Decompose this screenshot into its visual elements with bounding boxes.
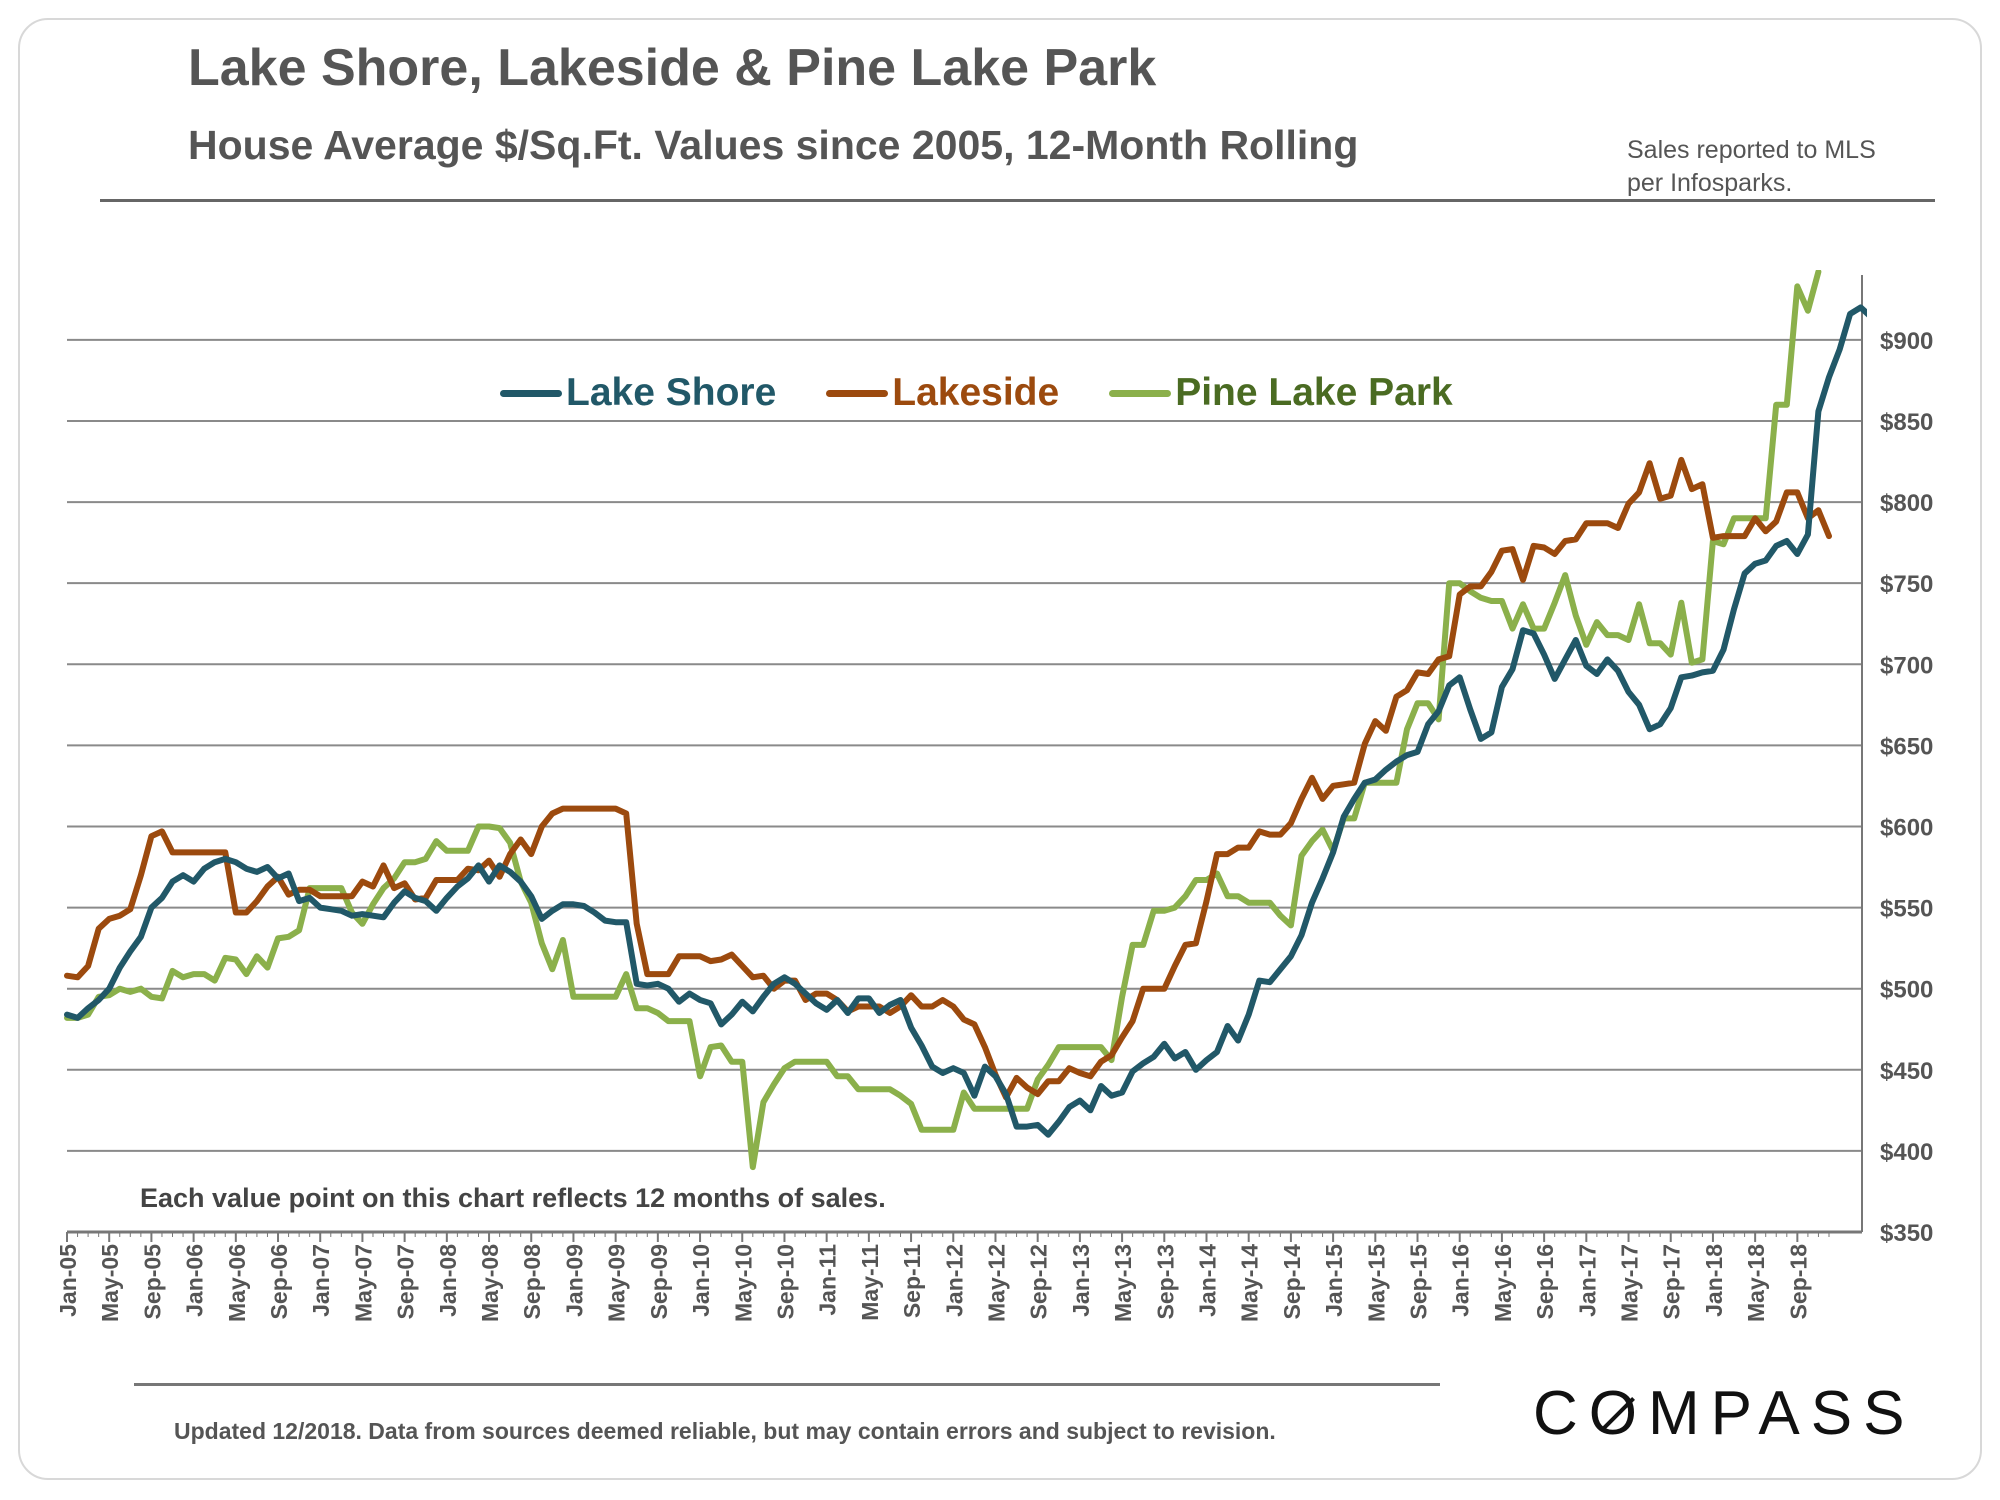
x-tick-label: Jan-13 bbox=[1068, 1244, 1094, 1317]
x-tick-label: Sep-09 bbox=[646, 1244, 672, 1319]
source-note: Sales reported to MLS per Infosparks. bbox=[1627, 134, 1927, 200]
legend-swatch-pine-lake-park bbox=[1109, 389, 1172, 397]
x-tick-label: May-11 bbox=[857, 1244, 883, 1321]
series-line-lake-shore bbox=[64, 304, 1867, 1138]
series-line-lakeside bbox=[64, 456, 1832, 1101]
x-tick-label: May-06 bbox=[224, 1244, 250, 1322]
y-tick-label: $900 bbox=[1880, 328, 1933, 355]
compass-logo-o: O bbox=[1588, 1379, 1649, 1448]
x-tick-label: May-18 bbox=[1743, 1244, 1769, 1322]
x-tick-label: May-10 bbox=[730, 1244, 756, 1322]
x-tick-label: Sep-11 bbox=[899, 1244, 925, 1318]
x-tick-label: Sep-13 bbox=[1152, 1244, 1178, 1319]
chart-annotation: Each value point on this chart reflects … bbox=[140, 1183, 886, 1213]
legend-item-lake-shore: Lake Shore bbox=[500, 371, 776, 415]
x-tick-label: Sep-15 bbox=[1406, 1244, 1432, 1320]
series-line-pine-lake-park bbox=[64, 270, 1822, 1171]
source-note-line-1: Sales reported to MLS bbox=[1627, 136, 1876, 164]
x-tick-label: Sep-14 bbox=[1279, 1244, 1305, 1320]
chart-card bbox=[18, 18, 1982, 1480]
chart-title: Lake Shore, Lakeside & Pine Lake Park bbox=[188, 39, 1157, 97]
x-tick-label: Sep-06 bbox=[266, 1244, 292, 1319]
header-divider bbox=[100, 199, 1935, 202]
x-tick-label: Jan-05 bbox=[55, 1244, 81, 1317]
x-tick-label: Jan-18 bbox=[1701, 1244, 1727, 1317]
footer-disclaimer: Updated 12/2018. Data from sources deeme… bbox=[174, 1418, 1276, 1444]
x-tick-label: Sep-07 bbox=[393, 1244, 419, 1319]
x-tick-label: May-07 bbox=[350, 1244, 376, 1322]
x-tick-label: Sep-05 bbox=[139, 1244, 165, 1320]
y-tick-label: $400 bbox=[1880, 1139, 1933, 1166]
legend-label-pine-lake-park: Pine Lake Park bbox=[1175, 371, 1453, 414]
x-tick-label: Sep-10 bbox=[772, 1244, 798, 1319]
y-tick-label: $450 bbox=[1880, 1058, 1933, 1085]
legend-swatch-lake-shore bbox=[500, 389, 562, 397]
x-tick-label: May-16 bbox=[1490, 1244, 1516, 1322]
legend: Lake Shore Lakeside Pine Lake Park bbox=[500, 368, 1503, 418]
x-tick-label: May-17 bbox=[1617, 1244, 1643, 1322]
x-tick-label: Jan-09 bbox=[561, 1244, 587, 1317]
x-tick-label: Jan-14 bbox=[1194, 1244, 1220, 1317]
x-tick-label: May-13 bbox=[1110, 1244, 1136, 1322]
legend-label-lake-shore: Lake Shore bbox=[566, 371, 777, 414]
x-tick-label: Sep-12 bbox=[1026, 1244, 1052, 1319]
compass-logo: COMPASS bbox=[1533, 1379, 1916, 1448]
x-tick-label: May-15 bbox=[1363, 1244, 1389, 1322]
x-tick-label: May-08 bbox=[477, 1244, 503, 1322]
footer-divider bbox=[134, 1383, 1440, 1386]
x-tick-label: Sep-16 bbox=[1532, 1244, 1558, 1319]
chart-subtitle: House Average $/Sq.Ft. Values since 2005… bbox=[188, 122, 1359, 168]
y-tick-label: $700 bbox=[1880, 652, 1933, 679]
y-tick-label: $750 bbox=[1880, 571, 1933, 598]
x-tick-label: Sep-17 bbox=[1659, 1244, 1685, 1319]
y-tick-label: $800 bbox=[1880, 490, 1933, 517]
x-tick-label: Jan-12 bbox=[941, 1244, 967, 1317]
legend-item-pine-lake-park: Pine Lake Park bbox=[1109, 371, 1453, 415]
x-tick-label: May-12 bbox=[983, 1244, 1009, 1322]
x-tick-label: May-09 bbox=[604, 1244, 630, 1322]
y-tick-label: $500 bbox=[1880, 977, 1933, 1004]
legend-label-lakeside: Lakeside bbox=[892, 371, 1060, 414]
y-tick-label: $600 bbox=[1880, 814, 1933, 841]
x-tick-label: May-14 bbox=[1237, 1244, 1263, 1322]
x-tick-label: May-05 bbox=[97, 1244, 123, 1322]
x-tick-label: Jan-10 bbox=[688, 1244, 714, 1317]
y-tick-label: $550 bbox=[1880, 896, 1933, 923]
x-tick-label: Jan-06 bbox=[182, 1244, 208, 1317]
x-tick-label: Jan-11 bbox=[815, 1244, 841, 1316]
x-tick-label: Jan-15 bbox=[1321, 1244, 1347, 1317]
x-tick-label: Sep-08 bbox=[519, 1244, 545, 1320]
y-tick-label: $850 bbox=[1880, 409, 1933, 436]
x-tick-label: Sep-18 bbox=[1785, 1244, 1811, 1320]
x-tick-label: Jan-16 bbox=[1448, 1244, 1474, 1317]
y-tick-label: $650 bbox=[1880, 733, 1933, 760]
y-tick-label: $350 bbox=[1880, 1220, 1933, 1247]
x-tick-label: Jan-08 bbox=[435, 1244, 461, 1317]
source-note-line-2: per Infosparks. bbox=[1627, 169, 1793, 197]
legend-swatch-lakeside bbox=[826, 389, 889, 397]
x-tick-label: Jan-07 bbox=[308, 1244, 334, 1317]
legend-item-lakeside: Lakeside bbox=[826, 371, 1059, 415]
x-tick-label: Jan-17 bbox=[1574, 1244, 1600, 1317]
